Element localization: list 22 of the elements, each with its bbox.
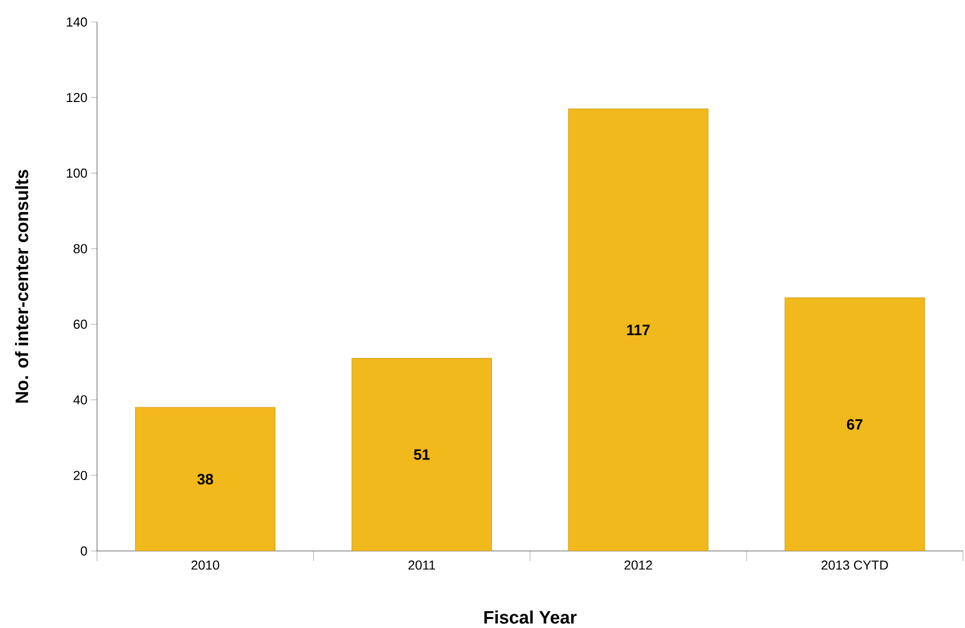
bar <box>568 108 708 551</box>
y-tick-label: 140 <box>66 17 87 27</box>
y-tick-label: 80 <box>74 244 87 254</box>
bar <box>135 407 276 551</box>
data-label: 38 <box>197 474 214 484</box>
y-tick-label: 60 <box>74 320 87 329</box>
y-tick-label: 120 <box>66 92 87 102</box>
data-label: 67 <box>846 419 862 430</box>
y-tick-label: 20 <box>74 470 87 480</box>
x-tick-label: 2010 <box>192 560 220 570</box>
bar <box>784 298 925 551</box>
y-tick-label: 0 <box>80 546 87 556</box>
y-tick-label: 40 <box>73 395 87 404</box>
y-tick-label: 100 <box>66 168 87 178</box>
bar <box>352 358 492 551</box>
x-tick-label: 2012 <box>624 560 652 570</box>
x-tick-label: 2011 <box>408 560 436 570</box>
x-tick-label: 2013 CYTD <box>822 560 888 570</box>
data-label: 117 <box>627 324 650 336</box>
data-label: 51 <box>414 449 430 460</box>
x-axis-title: Fiscal Year <box>484 610 577 624</box>
y-axis-title: No. of inter-center consults <box>15 170 28 403</box>
